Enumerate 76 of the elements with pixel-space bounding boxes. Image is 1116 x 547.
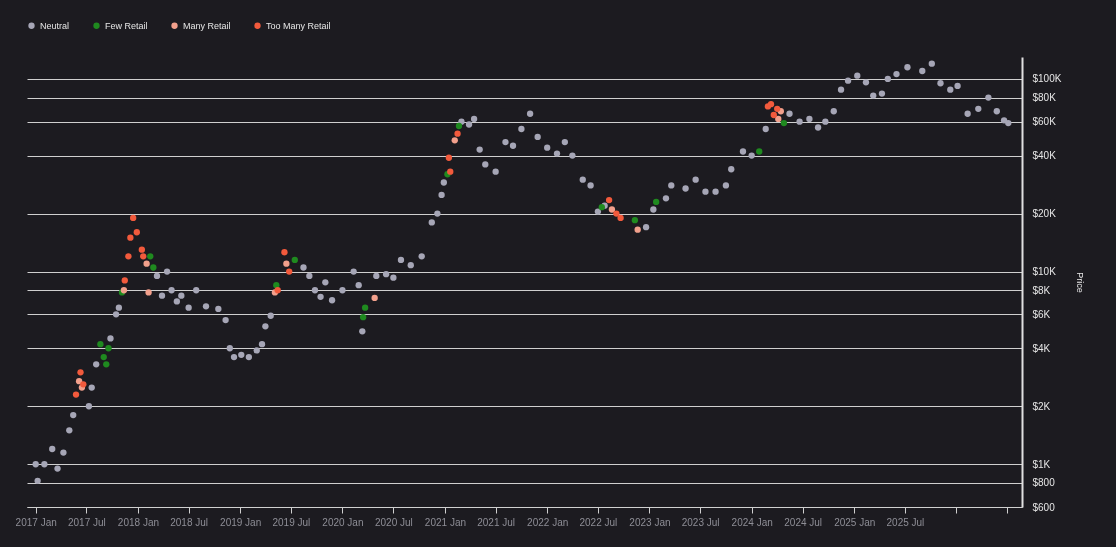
point xyxy=(130,214,137,222)
point xyxy=(121,277,128,284)
point xyxy=(100,353,107,361)
point xyxy=(634,226,641,233)
x-tick-label: 2017 Jan xyxy=(15,516,57,528)
point xyxy=(143,260,150,267)
y-tick-label: $2K xyxy=(1032,400,1051,412)
y-tick-label: $600 xyxy=(1032,501,1056,513)
point xyxy=(359,314,367,321)
point xyxy=(780,119,788,127)
point xyxy=(77,369,84,376)
point xyxy=(150,264,157,271)
point xyxy=(454,130,461,137)
legend-label: Too Many Retail xyxy=(266,20,331,31)
x-tick-label: 2018 Jan xyxy=(117,516,160,528)
y-tick-label: $40K xyxy=(1032,150,1057,162)
point xyxy=(631,216,639,224)
y-tick-label: $100K xyxy=(1032,73,1062,85)
x-tick-label: 2020 Jan xyxy=(322,516,364,528)
x-tick-label: 2018 Jul xyxy=(170,516,209,528)
y-tick-label: $4K xyxy=(1032,342,1051,354)
y-axis-title: Price xyxy=(1075,272,1086,293)
y-tick-label: $6K xyxy=(1032,308,1051,320)
legend-label: Neutral xyxy=(40,20,70,31)
point xyxy=(613,210,620,217)
point xyxy=(75,378,83,385)
x-tick-label: 2025 Jan xyxy=(834,516,876,528)
x-tick-label: 2022 Jul xyxy=(579,516,618,528)
point xyxy=(133,229,140,236)
x-tick-label: 2017 Jul xyxy=(67,516,106,528)
point xyxy=(291,256,298,264)
x-tick-label: 2021 Jul xyxy=(477,516,516,528)
point xyxy=(72,391,80,398)
point xyxy=(138,246,146,253)
x-tick-label: 2024 Jul xyxy=(784,516,823,528)
y-tick-label: $20K xyxy=(1032,208,1057,220)
point xyxy=(286,268,293,275)
point xyxy=(608,206,616,213)
x-tick-label: 2021 Jan xyxy=(424,516,467,528)
point xyxy=(103,361,110,368)
x-tick-label: 2023 Jul xyxy=(681,516,720,528)
y-tick-label: $1K xyxy=(1032,458,1051,470)
point xyxy=(140,253,147,260)
y-tick-label: $60K xyxy=(1032,116,1057,128)
x-tick-label: 2025 Jul xyxy=(886,516,925,528)
point xyxy=(775,115,782,123)
point xyxy=(756,148,763,155)
point xyxy=(455,122,463,130)
point xyxy=(770,111,777,119)
point xyxy=(605,196,613,204)
x-tick-label: 2024 Jan xyxy=(731,516,773,528)
y-tick-label: $10K xyxy=(1032,266,1057,278)
point xyxy=(145,289,152,296)
x-tick-label: 2022 Jan xyxy=(527,516,569,528)
point xyxy=(371,294,378,302)
y-tick-label: $800 xyxy=(1032,477,1056,489)
point xyxy=(653,198,660,206)
y-tick-label: $8K xyxy=(1032,284,1051,296)
point xyxy=(125,253,132,260)
y-tick-label: $80K xyxy=(1032,92,1057,104)
point xyxy=(451,137,458,144)
x-tick-label: 2020 Jul xyxy=(375,516,413,528)
point xyxy=(281,249,288,256)
legend-label: Few Retail xyxy=(105,20,148,31)
point xyxy=(445,154,453,161)
point xyxy=(147,253,154,260)
point xyxy=(97,341,104,348)
point xyxy=(361,304,369,311)
x-tick-label: 2019 Jan xyxy=(220,516,262,528)
point xyxy=(105,345,112,352)
point xyxy=(127,234,134,241)
x-tick-label: 2019 Jul xyxy=(272,516,311,528)
x-tick-label: 2023 Jan xyxy=(629,516,671,528)
point xyxy=(283,260,290,267)
point xyxy=(617,214,624,222)
legend-label: Many Retail xyxy=(183,20,231,31)
